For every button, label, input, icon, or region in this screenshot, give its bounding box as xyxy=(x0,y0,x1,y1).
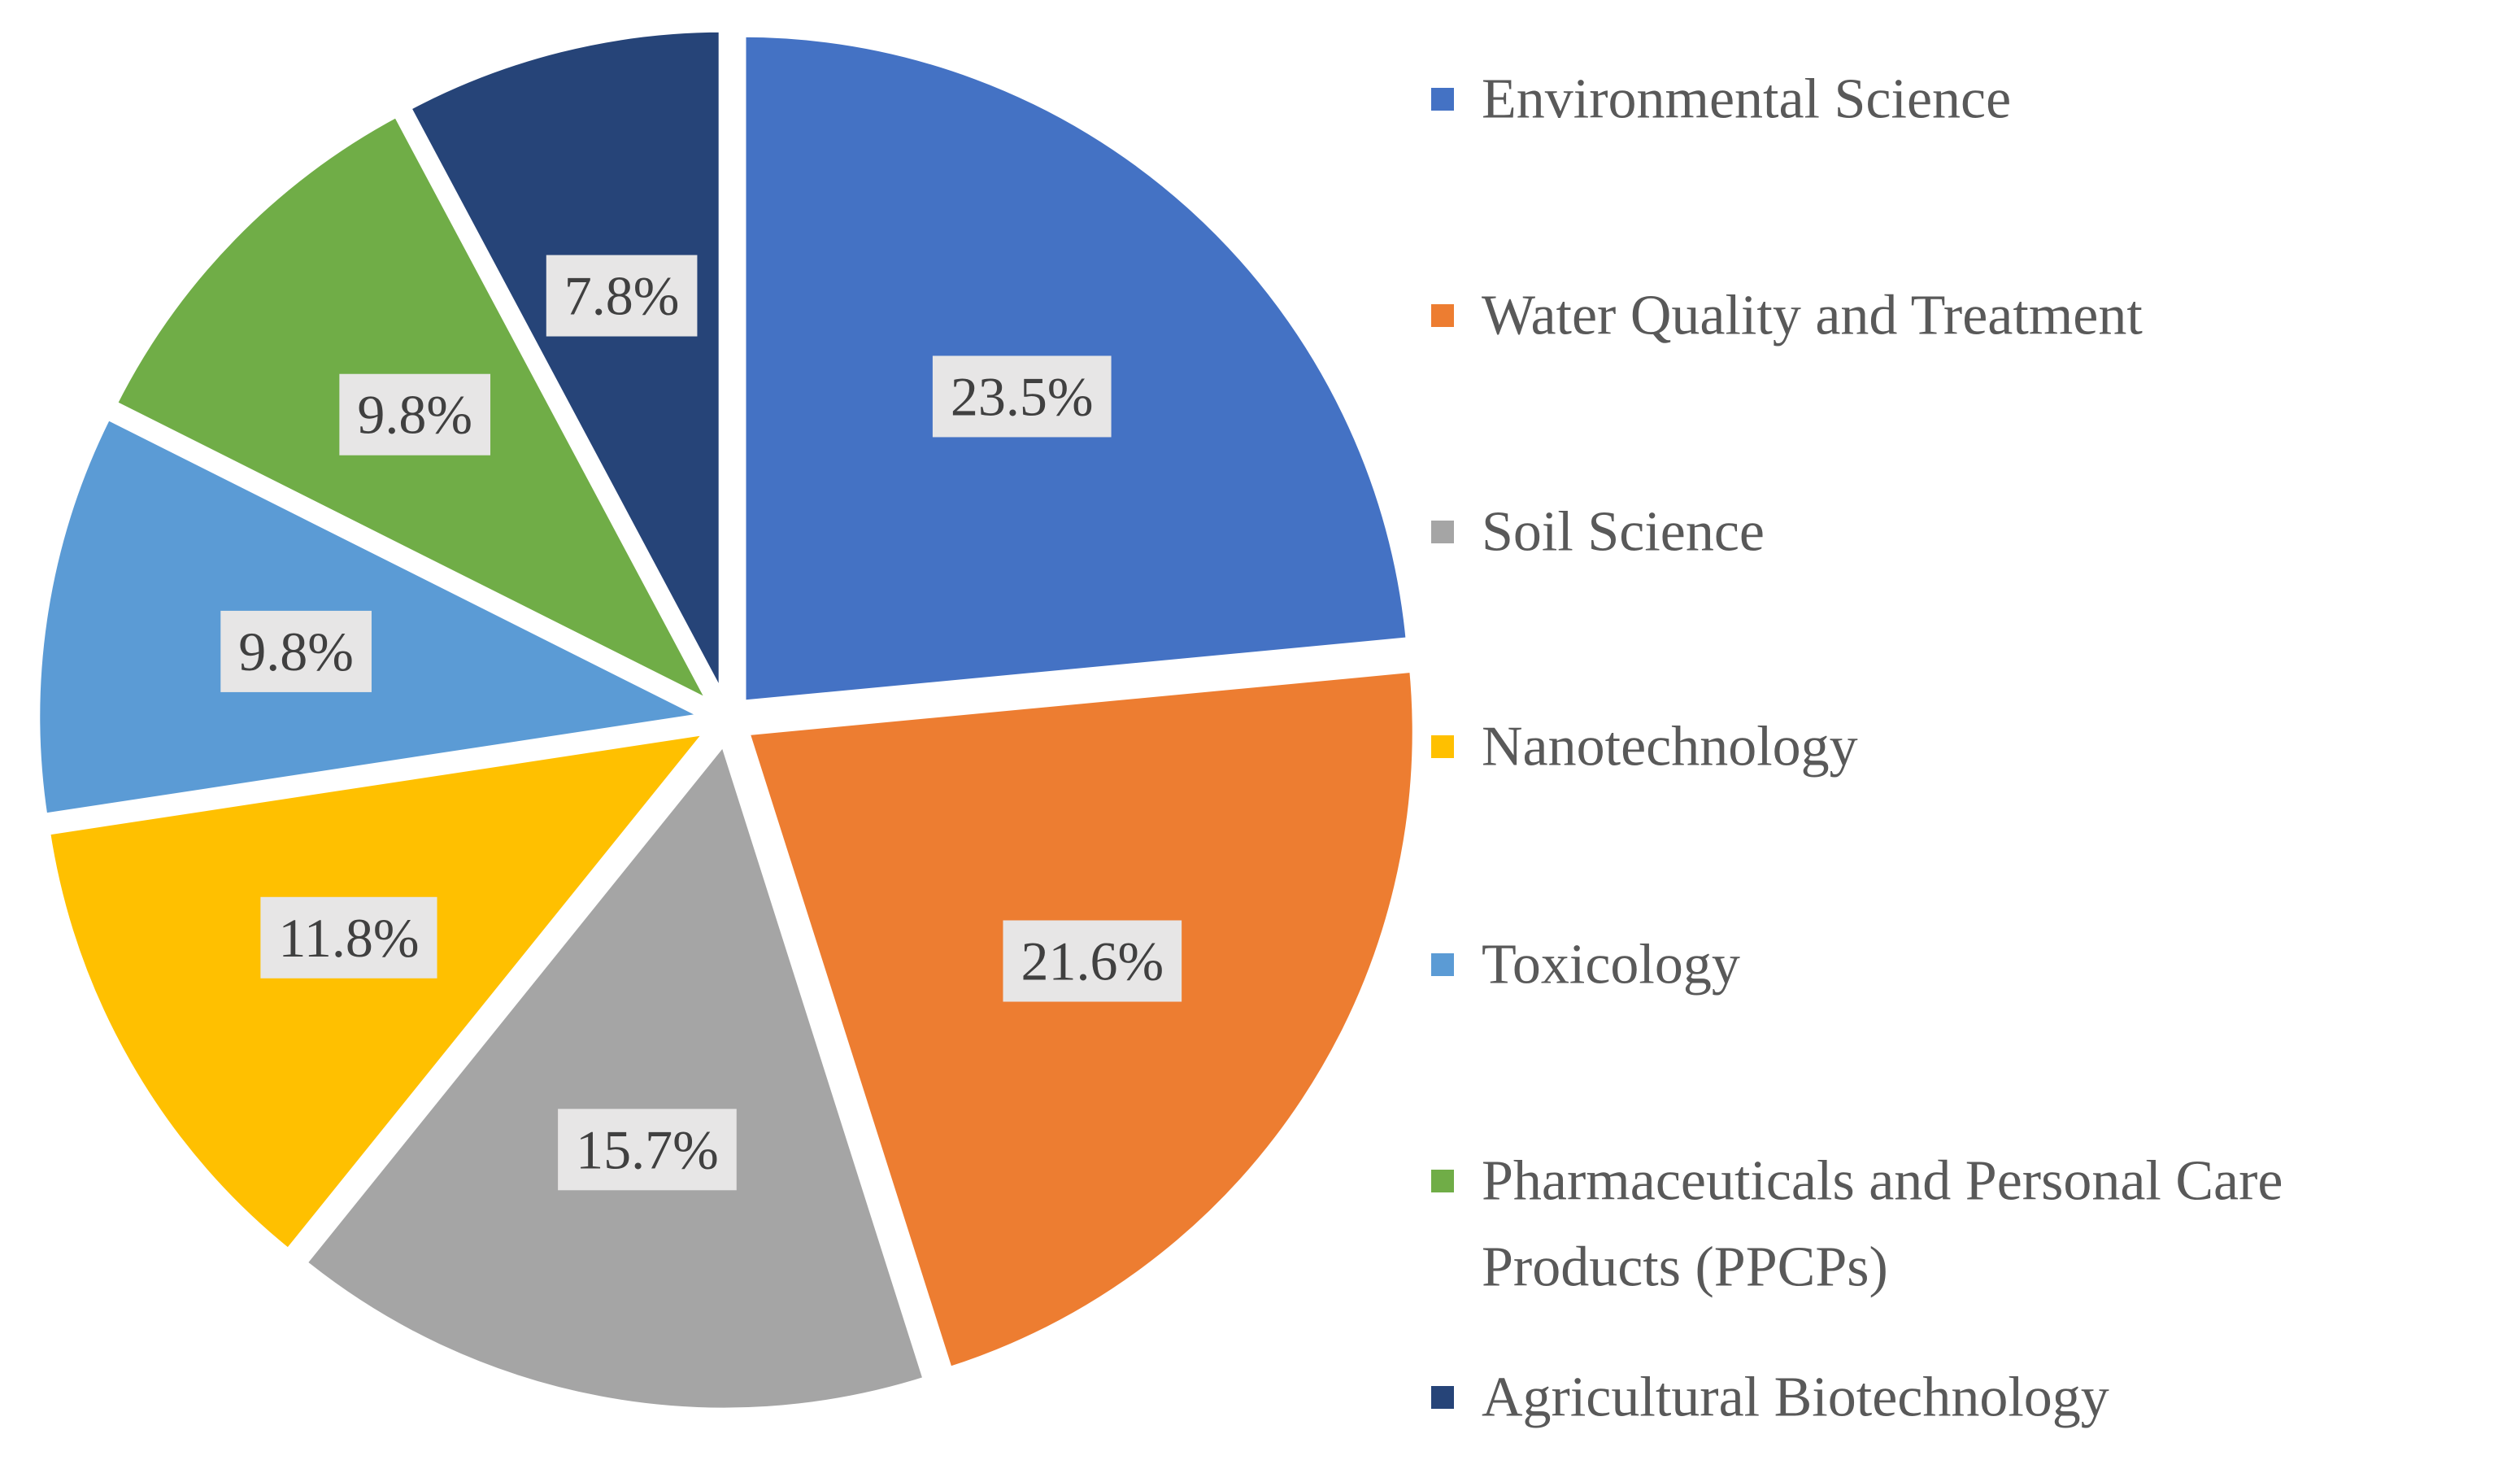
data-label-background xyxy=(339,373,491,455)
data-label-background xyxy=(558,1109,737,1191)
pie-data-labels: 23.5% 21.6% 15.7% 11.8% 9.8% 9.8% 7.8% xyxy=(220,255,1182,1191)
data-label-text: 11.8% xyxy=(278,907,419,969)
data-label-text: 9.8% xyxy=(357,384,472,446)
pie-slice-nanotechnology xyxy=(41,725,720,1259)
legend-item-5: Toxicology xyxy=(1431,934,1740,996)
legend-item-4: Nanotechnology xyxy=(1431,716,1858,778)
data-label-background xyxy=(932,355,1112,438)
legend-item-6: Pharmaceuticals and Personal Care Product… xyxy=(1431,1150,2283,1299)
legend-label: Environmental Science xyxy=(1482,68,2011,131)
data-label-soil-science: 15.7% xyxy=(558,1109,737,1191)
chart-legend: Environmental Science Water Quality and T… xyxy=(1431,68,2283,1429)
data-label-nanotechnology: 11.8% xyxy=(260,896,437,979)
legend-swatch xyxy=(1431,735,1454,758)
pie-slices xyxy=(32,24,1421,1416)
legend-label: Water Quality and Treatment xyxy=(1482,285,2143,347)
legend-item-1: Environmental Science xyxy=(1431,68,2011,131)
data-label-text: 15.7% xyxy=(576,1118,719,1180)
data-label-background xyxy=(220,610,372,692)
legend-label: Agricultural Biotechnology xyxy=(1482,1366,2109,1429)
legend-label: Products (PPCPs) xyxy=(1482,1236,1888,1299)
legend-label: Toxicology xyxy=(1482,934,1740,996)
pie-slice-agricultural-biotechnology xyxy=(401,24,727,702)
legend-label: Pharmaceuticals and Personal Care xyxy=(1482,1150,2283,1213)
legend-swatch xyxy=(1431,1386,1454,1409)
data-label-toxicology: 9.8% xyxy=(220,610,372,692)
data-label-text: 9.8% xyxy=(238,621,354,682)
pie-slice-soil-science xyxy=(297,732,933,1416)
legend-swatch xyxy=(1431,88,1454,111)
legend-swatch xyxy=(1431,304,1454,327)
legend-item-2: Water Quality and Treatment xyxy=(1431,285,2143,347)
pie-slice-water-quality-and-treatment xyxy=(740,664,1421,1376)
legend-swatch xyxy=(1431,521,1454,543)
data-label-background xyxy=(1003,920,1182,1002)
legend-swatch xyxy=(1431,1170,1454,1192)
data-label-text: 23.5% xyxy=(951,365,1094,427)
legend-label: Soil Science xyxy=(1482,501,1765,564)
data-label-text: 7.8% xyxy=(564,265,680,327)
data-label-environmental-science: 23.5% xyxy=(932,355,1112,438)
legend-swatch xyxy=(1431,953,1454,976)
data-label-background xyxy=(260,896,437,979)
data-label-pharmaceuticals-and-personal-care-products-ppcps: 9.8% xyxy=(339,373,491,455)
data-label-agricultural-biotechnology: 7.8% xyxy=(546,255,698,337)
data-label-background xyxy=(546,255,698,337)
legend-label: Nanotechnology xyxy=(1482,716,1858,778)
data-label-water-quality-and-treatment: 21.6% xyxy=(1003,920,1182,1002)
data-label-text: 21.6% xyxy=(1021,931,1164,992)
legend-item-7: Agricultural Biotechnology xyxy=(1431,1366,2109,1429)
legend-item-3: Soil Science xyxy=(1431,501,1765,564)
